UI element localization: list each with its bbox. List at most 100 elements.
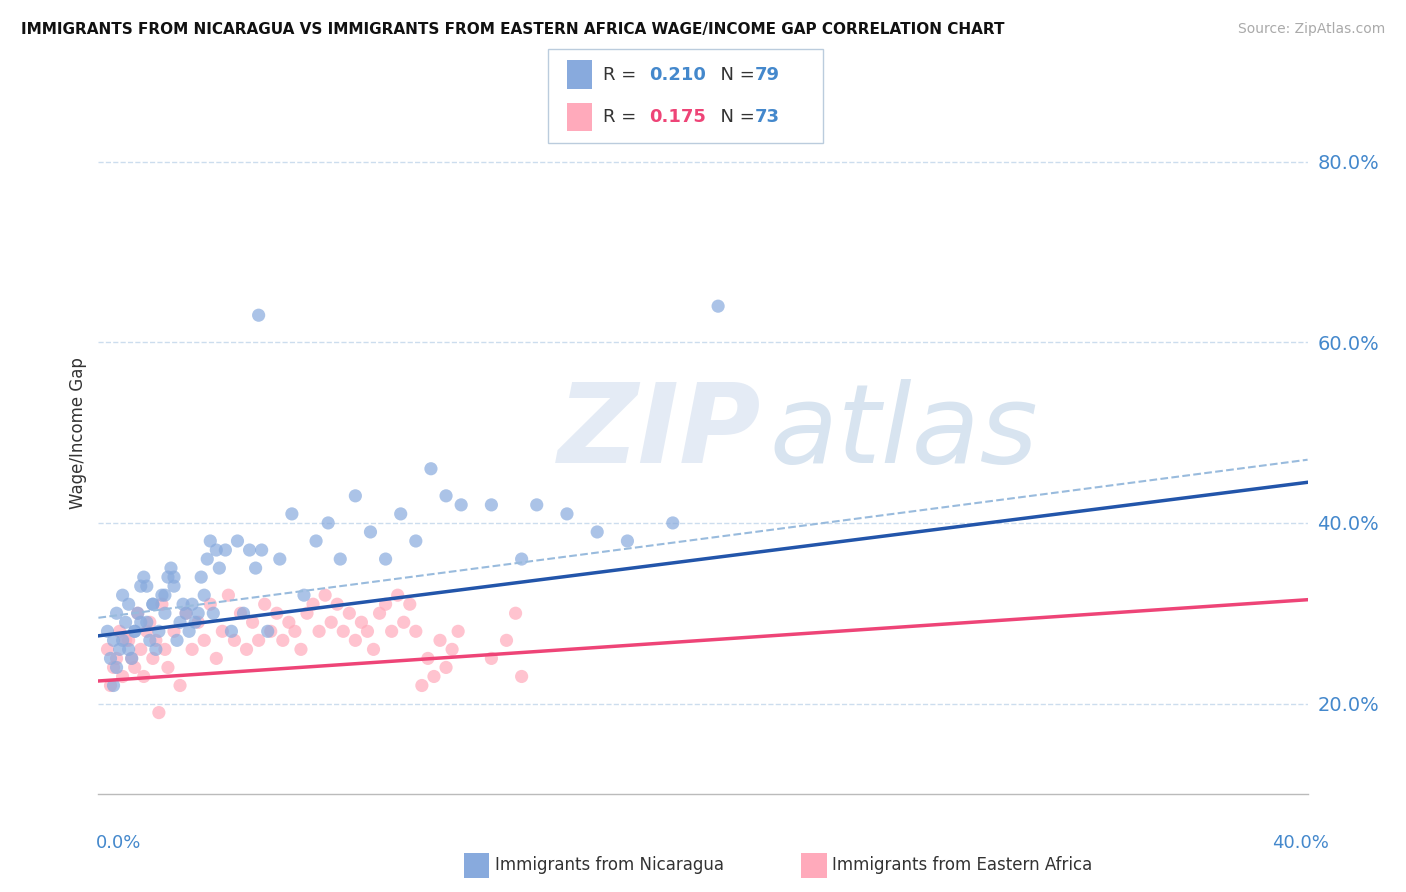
Point (205, 651, 228, 665)
Point (148, 706, 170, 720)
Point (374, 552, 396, 566)
Point (269, 552, 291, 566)
Point (481, 498, 503, 512)
Point (129, 642, 152, 657)
Text: 0.0%: 0.0% (96, 834, 141, 852)
Point (420, 462, 443, 476)
Point (187, 607, 209, 621)
Point (447, 624, 470, 639)
Point (434, 660, 457, 674)
Point (211, 624, 233, 639)
Point (179, 624, 201, 639)
Point (100, 678, 122, 692)
Point (586, 524, 609, 539)
Point (316, 516, 339, 530)
Point (148, 624, 170, 639)
Text: N =: N = (709, 108, 761, 126)
Point (381, 624, 404, 639)
Text: 0.210: 0.210 (650, 66, 706, 84)
Point (253, 597, 276, 611)
Point (387, 588, 409, 602)
Point (153, 607, 176, 621)
Point (441, 642, 464, 657)
Point (356, 624, 378, 639)
Point (129, 615, 152, 630)
Point (96, 624, 118, 639)
Point (214, 543, 236, 558)
Text: 79: 79 (755, 66, 780, 84)
Point (132, 669, 155, 683)
Point (169, 678, 191, 692)
Point (707, 299, 730, 313)
Point (224, 633, 246, 648)
Point (111, 588, 134, 602)
Point (193, 633, 215, 648)
Point (163, 579, 186, 593)
Point (434, 489, 457, 503)
Text: R =: R = (603, 108, 643, 126)
Point (127, 607, 149, 621)
Point (326, 597, 349, 611)
Point (290, 642, 312, 657)
Point (139, 615, 162, 630)
Point (495, 633, 517, 648)
Point (337, 607, 360, 621)
Point (200, 533, 222, 548)
Point (118, 597, 141, 611)
Point (187, 615, 209, 630)
Point (142, 597, 165, 611)
Point (103, 678, 125, 692)
Point (661, 516, 683, 530)
Point (360, 524, 382, 539)
Point (121, 651, 143, 665)
Point (108, 624, 131, 639)
Point (181, 642, 204, 657)
Point (221, 624, 243, 639)
Point (226, 533, 249, 548)
Point (308, 624, 330, 639)
Point (181, 597, 204, 611)
Text: Source: ZipAtlas.com: Source: ZipAtlas.com (1237, 22, 1385, 37)
Point (103, 633, 125, 648)
Point (111, 633, 134, 648)
Point (124, 660, 146, 674)
Text: R =: R = (603, 66, 643, 84)
Point (190, 570, 212, 584)
Point (169, 615, 191, 630)
Point (111, 669, 134, 683)
Point (329, 552, 352, 566)
Text: 40.0%: 40.0% (1272, 834, 1329, 852)
Point (205, 543, 228, 558)
Point (150, 597, 173, 611)
Point (145, 642, 167, 657)
Text: atlas: atlas (769, 379, 1038, 486)
Point (135, 579, 157, 593)
Text: Immigrants from Eastern Africa: Immigrants from Eastern Africa (832, 856, 1092, 874)
Point (271, 633, 294, 648)
Point (281, 507, 304, 521)
Point (145, 633, 167, 648)
Point (105, 660, 128, 674)
Point (150, 588, 173, 602)
Point (108, 642, 131, 657)
Point (103, 660, 125, 674)
Point (100, 651, 122, 665)
Text: IMMIGRANTS FROM NICARAGUA VS IMMIGRANTS FROM EASTERN AFRICA WAGE/INCOME GAP CORR: IMMIGRANTS FROM NICARAGUA VS IMMIGRANTS … (21, 22, 1005, 37)
Text: 73: 73 (755, 108, 780, 126)
Point (160, 561, 183, 575)
Point (174, 607, 197, 621)
Text: Immigrants from Nicaragua: Immigrants from Nicaragua (495, 856, 724, 874)
Point (526, 498, 548, 512)
Point (127, 607, 149, 621)
Point (277, 615, 299, 630)
Text: 0.175: 0.175 (650, 108, 706, 126)
Point (314, 588, 336, 602)
Point (217, 588, 239, 602)
Point (156, 570, 179, 584)
Point (392, 615, 415, 630)
Point (416, 651, 439, 665)
Point (184, 615, 207, 630)
Point (202, 607, 225, 621)
Point (229, 607, 252, 621)
Point (429, 633, 451, 648)
